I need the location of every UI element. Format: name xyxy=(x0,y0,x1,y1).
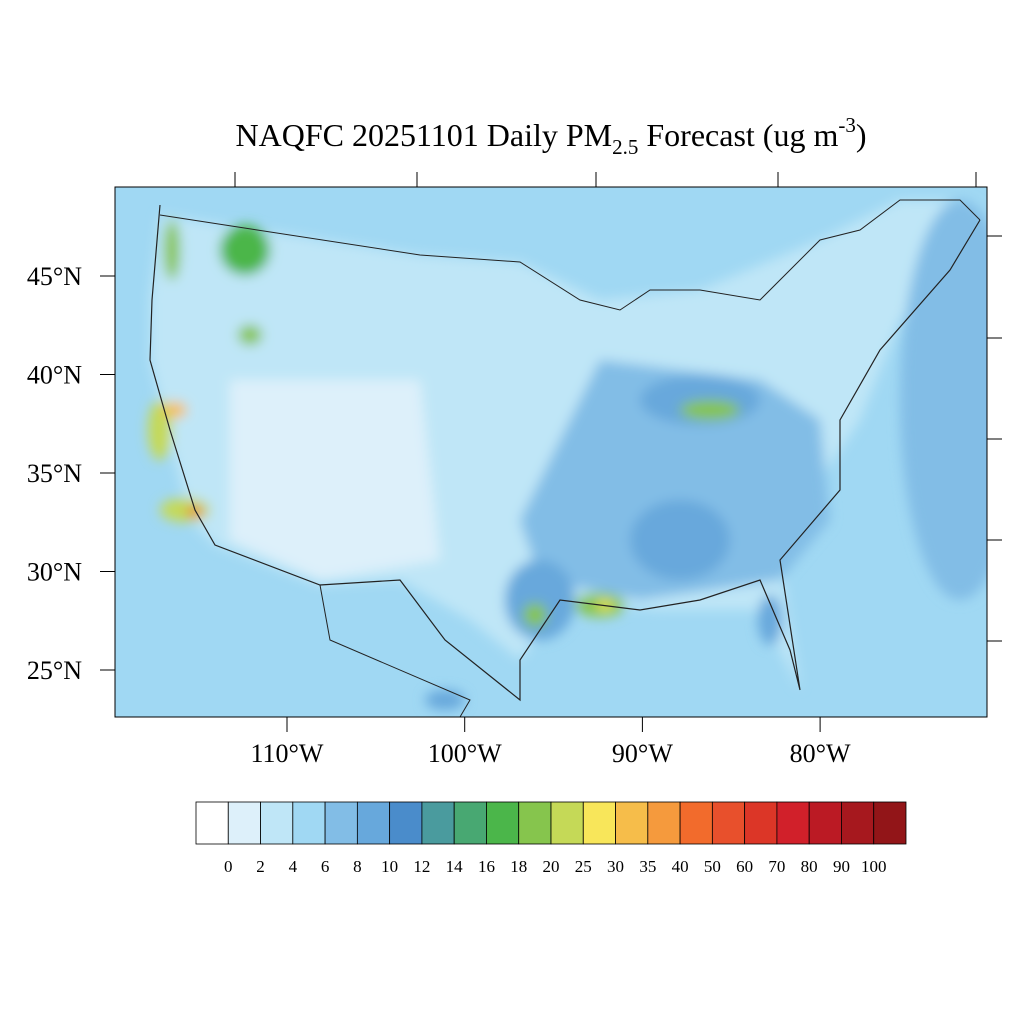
title-subscript: 2.5 xyxy=(612,135,638,159)
lon-label: 80°W xyxy=(790,739,851,768)
lon-label: 110°W xyxy=(251,739,324,768)
colorbar-label: 12 xyxy=(413,857,430,876)
colorbar-label: 8 xyxy=(353,857,362,876)
title-main: NAQFC 20251101 Daily PM xyxy=(236,117,613,153)
colorbar-box xyxy=(776,801,810,845)
colorbar: 0 2 4 6 8 10 12 14 16 18 20 25 30 35 40 50 60 70 80 90 100 xyxy=(195,801,907,876)
colorbar-label: 80 xyxy=(801,857,818,876)
colorbar-label: 14 xyxy=(446,857,464,876)
colorbar-box xyxy=(518,801,552,845)
colorbar-box xyxy=(582,801,616,845)
map-frame xyxy=(114,186,988,718)
colorbar-box xyxy=(808,801,842,845)
colorbar-box xyxy=(195,801,229,845)
colorbar-box xyxy=(550,801,584,845)
title-middle: Forecast (ug m xyxy=(638,117,838,153)
colorbar-label: 2 xyxy=(256,857,265,876)
colorbar-box xyxy=(292,801,326,845)
colorbar-label: 60 xyxy=(736,857,753,876)
colorbar-box xyxy=(647,801,681,845)
colorbar-label: 50 xyxy=(704,857,721,876)
colorbar-label: 6 xyxy=(321,857,330,876)
colorbar-box xyxy=(744,801,778,845)
colorbar-box xyxy=(389,801,423,845)
colorbar-label: 40 xyxy=(672,857,689,876)
lat-label: 35°N xyxy=(27,459,82,488)
lon-label: 90°W xyxy=(612,739,673,768)
colorbar-box xyxy=(227,801,261,845)
colorbar-box xyxy=(711,801,746,845)
colorbar-label: 100 xyxy=(861,857,887,876)
colorbar-box xyxy=(421,801,455,845)
colorbar-box xyxy=(841,801,875,845)
colorbar-label: 35 xyxy=(639,857,656,876)
colorbar-box xyxy=(615,801,649,845)
map-field xyxy=(115,187,987,717)
colorbar-label: 25 xyxy=(575,857,592,876)
lon-label: 100°W xyxy=(428,739,502,768)
axes: 45°N 40°N 35°N 30°N 25°N 110°W 100°W 90°W 80°W xyxy=(27,262,851,768)
colorbar-label: 20 xyxy=(543,857,560,876)
colorbar-label: 30 xyxy=(607,857,624,876)
colorbar-label: 90 xyxy=(833,857,850,876)
title-end: ) xyxy=(856,117,867,153)
colorbar-box xyxy=(486,801,520,845)
colorbar-box xyxy=(324,801,358,845)
colorbar-box xyxy=(260,801,294,845)
colorbar-label: 4 xyxy=(289,857,298,876)
title: NAQFC 20251101 Daily PM2.5 Forecast (ug … xyxy=(236,113,867,159)
lat-label: 25°N xyxy=(27,656,82,685)
title-superscript: -3 xyxy=(838,113,856,137)
colorbar-box xyxy=(679,801,713,845)
colorbar-label: 16 xyxy=(478,857,495,876)
lat-label: 30°N xyxy=(27,558,82,587)
colorbar-label: 18 xyxy=(510,857,527,876)
lat-label: 40°N xyxy=(27,361,82,390)
colorbar-box xyxy=(356,801,391,845)
lat-label: 45°N xyxy=(27,262,82,291)
colorbar-label: 0 xyxy=(224,857,233,876)
colorbar-box xyxy=(873,801,907,845)
frame-ticks xyxy=(234,172,1002,642)
colorbar-label: 70 xyxy=(768,857,785,876)
colorbar-label: 10 xyxy=(381,857,398,876)
colorbar-box xyxy=(453,801,487,845)
